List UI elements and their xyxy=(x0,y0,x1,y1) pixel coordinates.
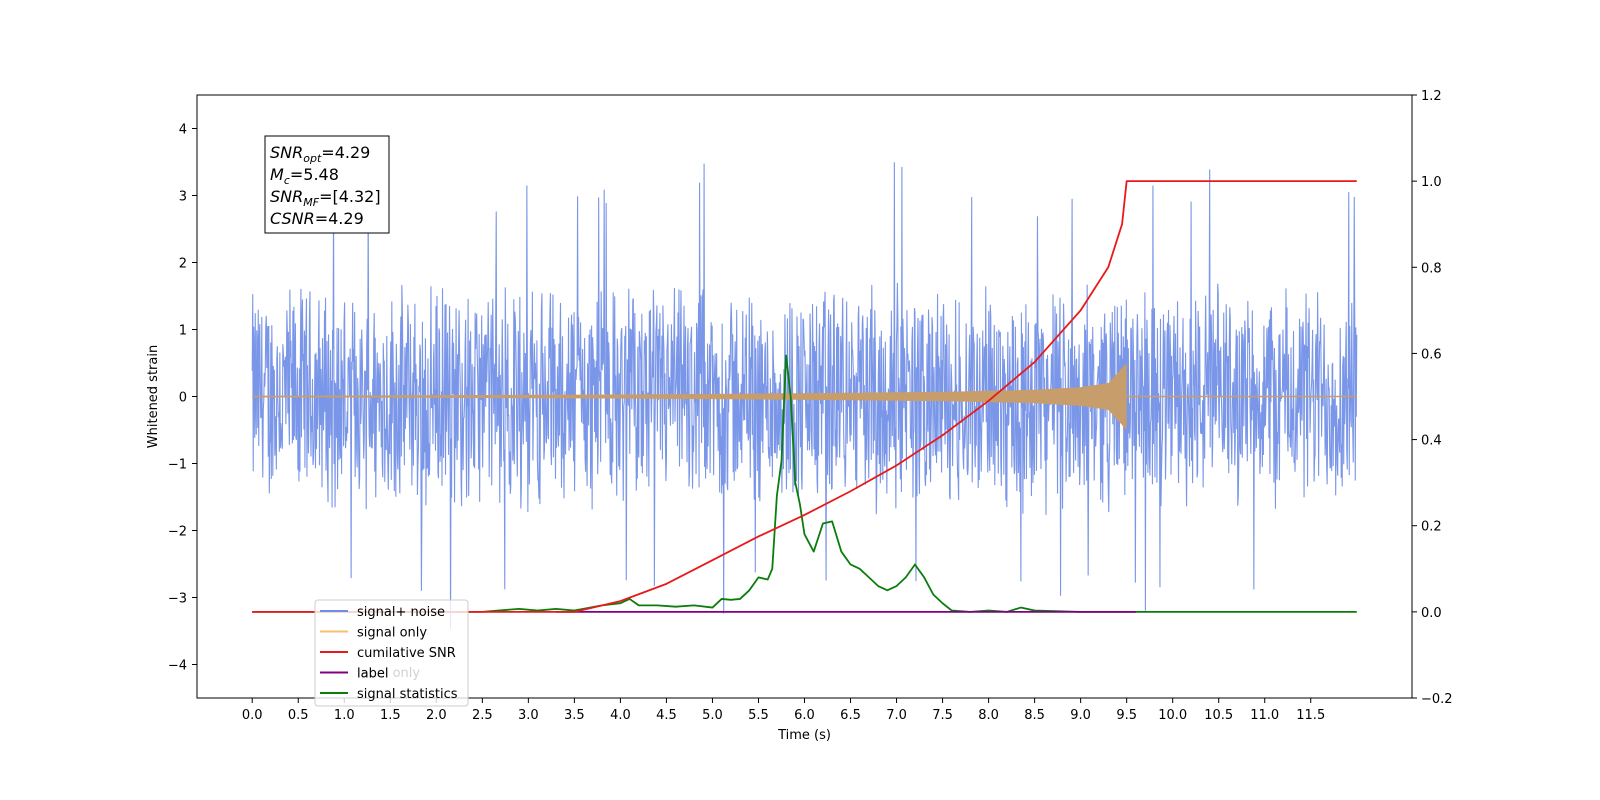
x-tick-label: 3.5 xyxy=(564,708,585,723)
y-tick-label: −3 xyxy=(168,592,187,607)
x-tick-label: 8.5 xyxy=(1024,708,1045,723)
y2-tick-label: 0.2 xyxy=(1421,520,1442,535)
legend: label only signal+ noise signal only cumil… xyxy=(314,599,469,707)
y2-tick-label: 0.0 xyxy=(1421,606,1442,621)
y-tick-label: 1 xyxy=(179,324,187,339)
x-tick-label: 5.5 xyxy=(748,708,769,723)
y2-tick-label: 1.0 xyxy=(1421,175,1442,190)
annotation-line: CSNR=4.29 xyxy=(270,209,364,228)
legend-label: cumilative SNR xyxy=(357,646,456,661)
y2-tick-label: −0.2 xyxy=(1421,692,1453,707)
legend-items: signal+ noise signal only cumilative SNR la… xyxy=(320,605,458,702)
x-tick-label: 2.0 xyxy=(426,708,447,723)
legend-frame xyxy=(314,599,469,707)
x-tick-label: 4.0 xyxy=(610,708,631,723)
annotation-subscript: opt xyxy=(303,152,322,165)
annotation-variable: SNR xyxy=(270,143,303,162)
annotation-value: =[4.32] xyxy=(319,187,381,206)
annotation-variable: CSNR xyxy=(270,209,315,228)
x-tick-label: 10.5 xyxy=(1204,708,1233,723)
y2-tick-label: 0.8 xyxy=(1421,261,1442,276)
noise-series-group xyxy=(251,162,1358,630)
annotation-frame xyxy=(264,135,390,234)
y-tick-label: 0 xyxy=(179,391,187,406)
annotation-line: SNRopt=4.29 xyxy=(270,143,370,165)
x-tick-label: 5.0 xyxy=(702,708,723,723)
y-tick-label: 2 xyxy=(179,257,187,272)
x-tick-label: 3.0 xyxy=(518,708,539,723)
x-tick-label: 2.5 xyxy=(472,708,493,723)
series-group xyxy=(252,180,1357,613)
x-tick-label: 6.0 xyxy=(794,708,815,723)
y-tick-label: 3 xyxy=(179,190,187,205)
legend-label: signal+ noise xyxy=(357,605,445,620)
y-tick-label: −1 xyxy=(168,458,187,473)
x-tick-label: 7.5 xyxy=(932,708,953,723)
legend-obscured-text: label only xyxy=(357,666,420,681)
x-tick-label: 9.0 xyxy=(1070,708,1091,723)
x-tick-label: 0.0 xyxy=(242,708,263,723)
y-tick-label: 4 xyxy=(179,123,187,138)
x-tick-label: 4.5 xyxy=(656,708,677,723)
x-tick-label: 8.0 xyxy=(978,708,999,723)
y2-tick-label: 0.6 xyxy=(1421,347,1442,362)
axes-group: 0.0 0.5 1.0 1.5 2.0 2.5 3.0 3.5 4.0 4.5 5.0 5.5 6.0 6… xyxy=(168,89,1453,723)
x-tick-label: 1.5 xyxy=(380,708,401,723)
x-tick-label: 10.0 xyxy=(1158,708,1187,723)
legend-label: label xyxy=(357,667,388,682)
x-tick-label: 0.5 xyxy=(288,708,309,723)
legend-label: signal only xyxy=(357,626,427,641)
y2-tick-label: 0.4 xyxy=(1421,434,1442,449)
cumulative-snr-line xyxy=(252,180,1357,613)
x-axis-label: Time (s) xyxy=(777,728,831,743)
x-tick-label: 9.5 xyxy=(1116,708,1137,723)
annotation-value: =5.48 xyxy=(290,165,339,184)
x-tick-label: 1.0 xyxy=(334,708,355,723)
annotation-value: =4.29 xyxy=(321,143,370,162)
annotation-line: Mc=5.48 xyxy=(270,165,339,187)
y-tick-label: −4 xyxy=(168,659,187,674)
annotation-subscript: c xyxy=(284,174,290,187)
x-tick-label: 6.5 xyxy=(840,708,861,723)
annotation-value: =4.29 xyxy=(315,209,364,228)
y-tick-label: −2 xyxy=(168,525,187,540)
y-axis-label: Whitened strain xyxy=(146,345,161,448)
legend-label: signal statistics xyxy=(357,687,458,702)
x-tick-label: 7.0 xyxy=(886,708,907,723)
signal-statistics-line xyxy=(252,354,1357,613)
x-tick-label: 11.0 xyxy=(1250,708,1279,723)
y2-tick-label: 1.2 xyxy=(1421,89,1442,104)
signal-noise-line xyxy=(251,162,1358,630)
annotation-subscript: MF xyxy=(303,196,319,209)
annotation-variable: SNR xyxy=(270,187,303,206)
annotation-line: SNRMF=[4.32] xyxy=(270,187,381,209)
x-tick-label: 11.5 xyxy=(1296,708,1325,723)
annotation-variable: M xyxy=(270,165,284,184)
